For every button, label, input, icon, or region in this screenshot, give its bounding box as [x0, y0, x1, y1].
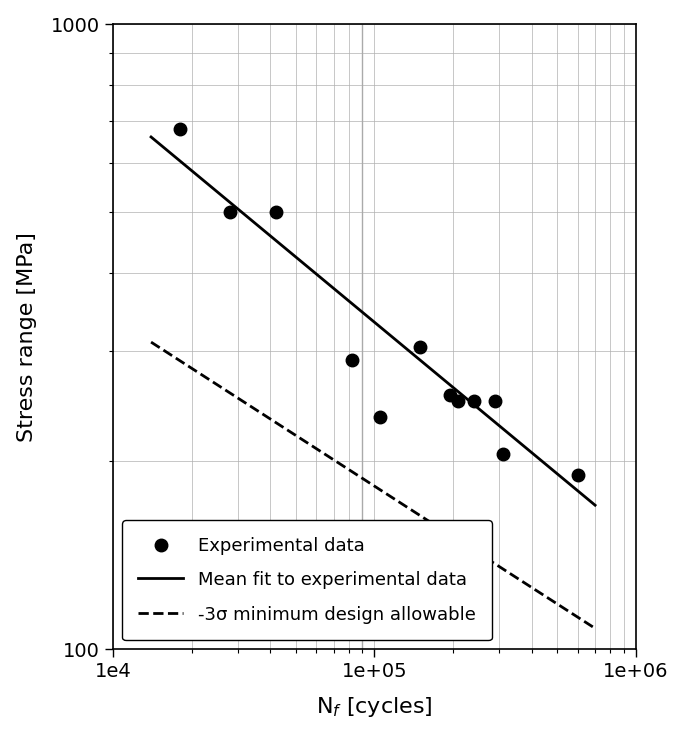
-3σ minimum design allowable	[591, 624, 599, 633]
Experimental data	[497, 448, 508, 460]
Experimental data	[415, 341, 426, 353]
Experimental data	[346, 354, 357, 366]
Mean fit to experimental data	[147, 132, 155, 141]
Experimental data	[453, 394, 464, 406]
X-axis label: N$_f$ [cycles]: N$_f$ [cycles]	[316, 696, 432, 719]
-3σ minimum design allowable	[147, 338, 155, 347]
Y-axis label: Stress range [MPa]: Stress range [MPa]	[16, 232, 37, 442]
Experimental data	[572, 469, 583, 481]
Experimental data	[374, 411, 385, 423]
Experimental data	[445, 389, 456, 401]
Mean fit to experimental data	[591, 500, 599, 509]
Line: -3σ minimum design allowable: -3σ minimum design allowable	[151, 342, 595, 629]
Line: Mean fit to experimental data: Mean fit to experimental data	[151, 137, 595, 505]
Experimental data	[224, 206, 235, 218]
Legend: Experimental data, Mean fit to experimental data, -3σ minimum design allowable: Experimental data, Mean fit to experimen…	[122, 520, 492, 640]
Experimental data	[271, 206, 282, 218]
Experimental data	[468, 394, 479, 406]
Experimental data	[174, 123, 185, 135]
Experimental data	[490, 394, 501, 406]
